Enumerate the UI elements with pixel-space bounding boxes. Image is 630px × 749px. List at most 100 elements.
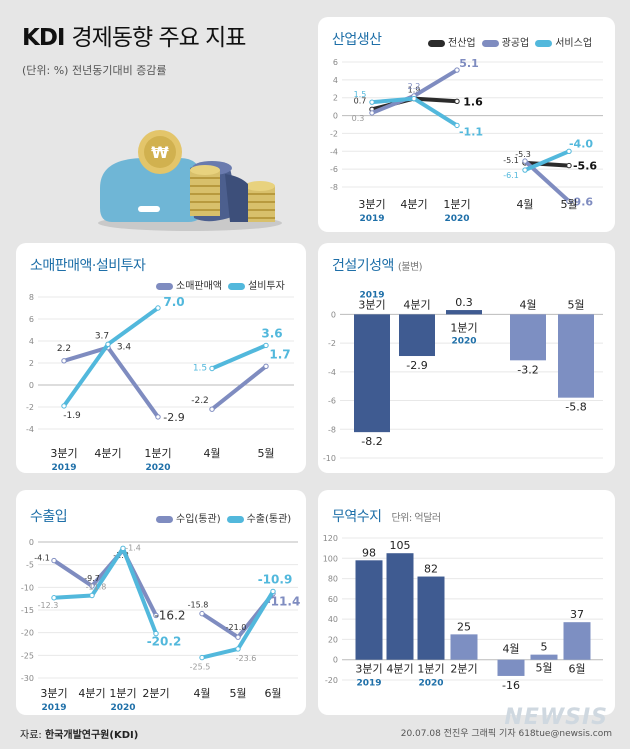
construction-data-label: 0.3 (455, 296, 473, 309)
balance-ytick-label: -20 (325, 676, 338, 685)
trade-data-point (153, 612, 159, 619)
industrial-ytick-label: -2 (330, 129, 338, 138)
balance-bar (563, 622, 591, 660)
trade-data-point (120, 545, 126, 552)
trade-category-label: 5월 (229, 687, 246, 700)
page-subtitle: (단위: %) 전년동기대비 증감률 (22, 64, 167, 77)
retail-data-point (61, 403, 67, 409)
trade-series-line (52, 548, 158, 618)
retail-data-label: 7.0 (163, 295, 184, 309)
trade-data-label: -4.1 (34, 554, 50, 563)
retail-data-label: 3.4 (117, 343, 132, 353)
industrial-data-label: 2.2 (408, 82, 421, 91)
balance-category-label: 1분기 (417, 663, 444, 676)
industrial-data-label: -6.1 (503, 171, 519, 180)
balance-bar (417, 576, 445, 660)
trade-data-label: -23.6 (236, 654, 257, 663)
industrial-data-point (369, 99, 375, 105)
balance-ytick-label: 100 (323, 554, 338, 563)
piggy-bank-illustration: ₩ (98, 130, 282, 231)
trade-data-point (89, 592, 95, 599)
industrial-data-label: -4.0 (569, 137, 593, 150)
industrial-data-point (411, 95, 417, 102)
balance-category-label: 3분기 (355, 663, 382, 676)
retail-data-label: -2.2 (191, 396, 209, 406)
trade-year-label: 2020 (110, 703, 135, 713)
industrial-ytick-label: -4 (330, 147, 338, 156)
construction-title-text: 건설기성액 (332, 258, 394, 274)
industrial-data-point (454, 98, 460, 104)
industrial-data-point (566, 148, 572, 154)
construction-year-label: 2020 (451, 336, 476, 346)
trade-data-point (153, 630, 159, 637)
trade-ytick-label: -15 (21, 606, 34, 615)
trade-category-label: 4월 (193, 687, 210, 700)
industrial-ytick-label: 4 (333, 76, 338, 85)
trade-ytick-label: -30 (21, 674, 34, 683)
retail-data-label: 1.5 (193, 364, 207, 374)
construction-category-label: 5월 (567, 298, 584, 311)
balance-category-label: 4월 (502, 643, 519, 656)
trade-data-point (51, 557, 57, 564)
industrial-legend: 전산업 광공업 서비스업 (428, 34, 592, 49)
retail-category-label: 5월 (257, 447, 274, 460)
trade-data-label: -11.8 (86, 582, 107, 591)
trade-data-point (235, 634, 241, 640)
retail-data-point (209, 406, 215, 412)
trade-ytick-label: -20 (21, 629, 34, 638)
trade-ytick-label: -5 (26, 561, 34, 570)
trade-category-label: 1분기 (109, 687, 136, 700)
construction-ytick-label: -10 (323, 454, 336, 463)
trade-data-label: -11.4 (266, 595, 301, 609)
trade-balance-title: 무역수지 단위: 억달러 (332, 506, 441, 526)
retail-data-label: 2.2 (57, 344, 71, 354)
retail-series-line (210, 364, 268, 412)
industrial-ytick-label: 6 (333, 58, 338, 67)
balance-bar (355, 560, 383, 660)
industrial-data-point (522, 167, 528, 173)
construction-bar (558, 314, 594, 398)
construction-ytick-label: -2 (328, 339, 336, 348)
balance-category-label: 2분기 (450, 663, 477, 676)
source-label: 자료: (20, 730, 42, 741)
trade-category-label: 2분기 (142, 687, 169, 700)
trade-category-label: 4분기 (78, 687, 105, 700)
construction-year-label: 2019 (359, 290, 384, 300)
balance-data-label: 98 (362, 546, 376, 559)
source-note: 자료: 한국개발연구원(KDI) (20, 726, 138, 741)
trade-data-point (199, 610, 205, 617)
legend-all-industry: 전산업 (448, 38, 476, 49)
retail-year-label: 2019 (51, 463, 76, 473)
construction-bar (399, 314, 435, 357)
industrial-panel: 산업생산 전산업 광공업 서비스업 6 4 2 0 -2 -4 -6 -8 0.7 1.9 1.6 -5.… (318, 17, 615, 232)
balance-category-label: 5월 (535, 662, 552, 675)
industrial-data-label: 0.7 (354, 96, 367, 105)
retail-ytick-label: -2 (26, 403, 34, 412)
construction-data-label: -2.9 (406, 359, 427, 372)
source-name: 한국개발연구원(KDI) (44, 730, 139, 741)
construction-category-label: 4분기 (403, 298, 430, 311)
retail-ytick-label: 8 (29, 293, 34, 302)
construction-ytick-label: 0 (331, 310, 336, 319)
industrial-ytick-label: 0 (333, 112, 338, 121)
trade-data-label: -15.8 (188, 601, 209, 610)
trade-chart: 0 -5 -10 -15 -20 -25 -30 -4.1 -9.7 -1.8 -16.2-15.8… (21, 538, 301, 713)
trade-series-line (52, 546, 158, 636)
trade-data-point (89, 583, 95, 589)
balance-year-label: 2020 (418, 679, 443, 689)
retail-ytick-label: 6 (29, 315, 34, 324)
construction-category-label: 4월 (519, 298, 536, 311)
retail-year-label: 2020 (145, 463, 170, 473)
balance-bar (530, 654, 558, 660)
industrial-chart: 6 4 2 0 -2 -4 -6 -8 0.7 1.9 1.6 -5.3 -5.6 0.3 2.2 5.1 -5… (330, 57, 603, 224)
title-rest: 경제동향 주요 지표 (71, 25, 247, 51)
construction-bar (446, 310, 482, 315)
industrial-data-point (369, 110, 375, 116)
construction-ytick-label: -4 (328, 368, 336, 377)
balance-ytick-label: 60 (328, 595, 338, 604)
balance-data-label: -16 (502, 679, 520, 692)
balance-data-label: 37 (570, 608, 584, 621)
industrial-data-label: 5.1 (459, 57, 479, 70)
trade-balance-title-text: 무역수지 (332, 509, 382, 525)
retail-category-label: 4분기 (94, 447, 121, 460)
